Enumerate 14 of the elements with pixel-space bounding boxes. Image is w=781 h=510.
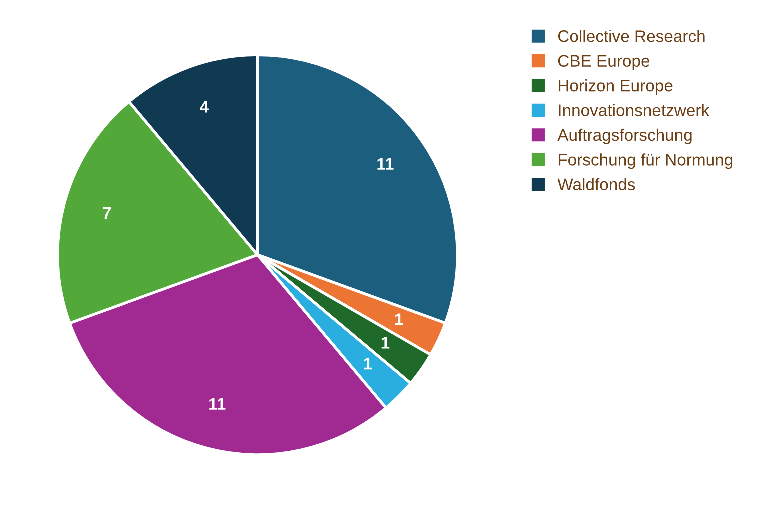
data-label: 1 [395, 314, 404, 326]
data-label: 11 [378, 158, 394, 170]
data-label: 1 [364, 358, 372, 370]
legend-label: Innovationsnetzwerk [559, 104, 710, 116]
legend-label: Collective Research [558, 30, 705, 42]
data-label: 11 [210, 398, 226, 410]
legend-label: Horizon Europe [558, 80, 673, 96]
data-label: 1 [382, 337, 390, 349]
legend-label: CBE Europe [558, 55, 650, 70]
legend-label: Waldfonds [558, 178, 636, 191]
legend-label: Forschung für Normung [558, 154, 733, 170]
legend-label: Auftragsforschung [558, 128, 692, 144]
data-label: 4 [200, 101, 209, 113]
data-label: 7 [103, 207, 112, 219]
